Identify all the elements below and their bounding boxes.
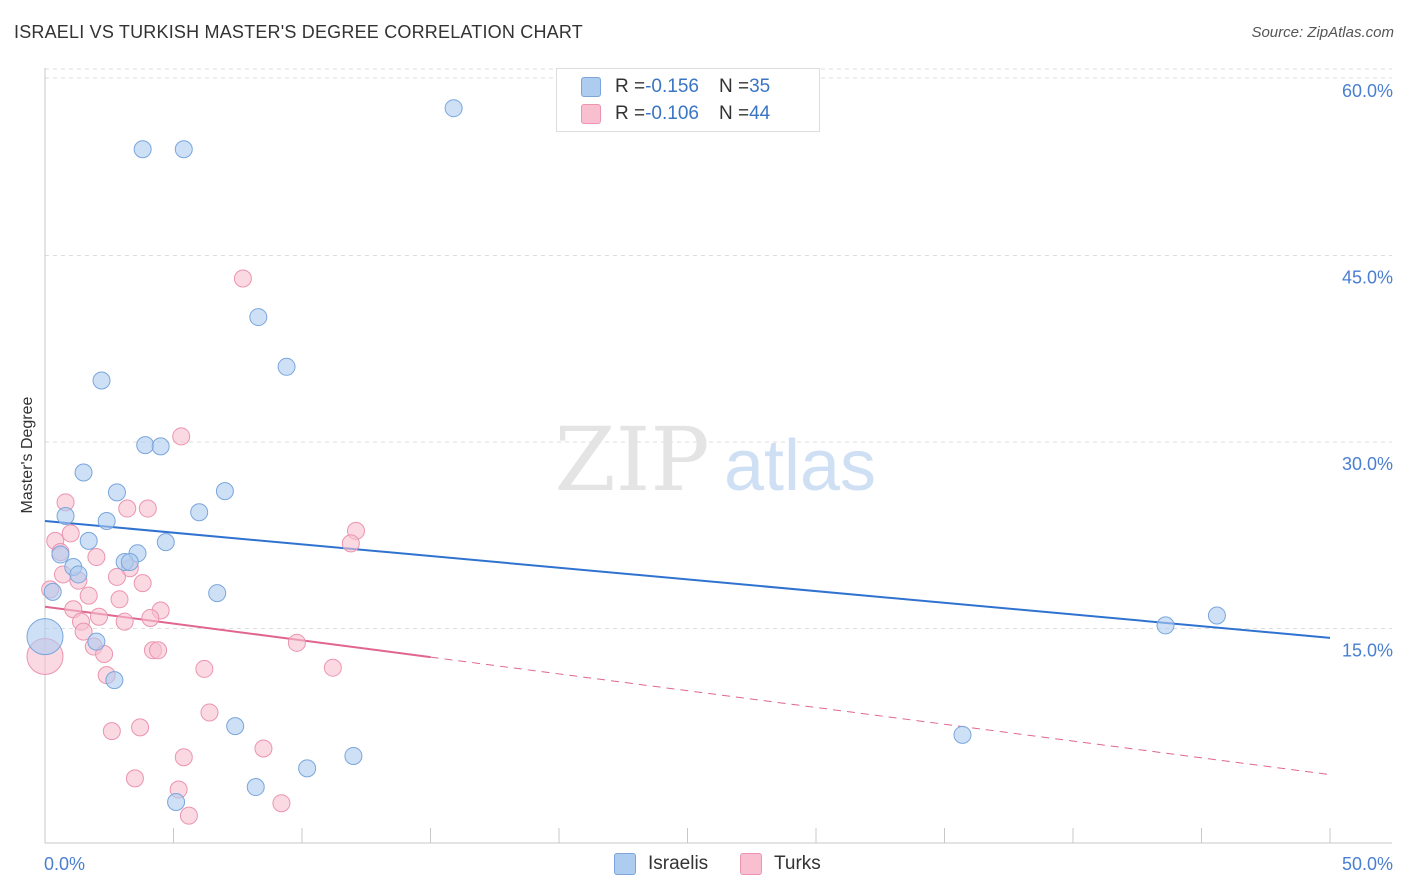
israelis-point [136, 436, 155, 455]
israelis-point [1207, 606, 1226, 625]
israelis-point [87, 632, 106, 651]
turks-point [341, 534, 360, 553]
israelis-point [226, 717, 245, 736]
israelis-point [208, 584, 227, 603]
israelis-point [120, 553, 139, 572]
legend-row-israelis: R = -0.156 N = 35 [581, 75, 770, 99]
turks-point [287, 633, 306, 652]
turks-point [79, 586, 98, 605]
israelis-point [190, 503, 209, 522]
israelis-point [97, 511, 116, 530]
israelis-legend-label: Israelis [648, 853, 709, 874]
legend-r-value: -0.156 [645, 76, 699, 97]
turks-swatch-icon [581, 104, 601, 124]
turks-point [107, 567, 126, 586]
turks-point [149, 641, 168, 660]
turks-trend-line [44, 605, 431, 659]
israelis-point [246, 778, 265, 797]
correlation-legend: R = -0.156 N = 35 R = -0.106 N = 44 [556, 68, 820, 132]
y-tick-label: 60.0% [1342, 81, 1393, 101]
israelis-point [74, 463, 93, 482]
y-tick-label: 15.0% [1342, 641, 1393, 661]
bottom-legend-israelis: Israelis [614, 852, 708, 876]
turks-legend-label: Turks [774, 853, 821, 874]
x-tick-label: 50.0% [1342, 854, 1393, 874]
israelis-point [953, 725, 972, 744]
legend-r-value: -0.106 [645, 103, 699, 124]
israelis-point [92, 371, 111, 390]
israelis-point [51, 545, 70, 564]
turks-point [323, 658, 342, 677]
israelis-point [249, 308, 268, 327]
legend-row-turks: R = -0.106 N = 44 [581, 102, 770, 126]
israelis-legend-icon [614, 853, 636, 875]
israelis-point [215, 482, 234, 501]
israelis-point [26, 618, 64, 656]
israelis-point [444, 99, 463, 118]
turks-point [272, 794, 291, 813]
israelis-point [167, 792, 186, 811]
turks-legend-icon [740, 853, 762, 875]
bottom-legend-turks: Turks [740, 852, 821, 876]
turks-point [133, 574, 152, 593]
israelis-swatch-icon [581, 77, 601, 97]
legend-n-label: N = [718, 76, 750, 97]
turks-point [254, 739, 273, 758]
israelis-point [79, 531, 98, 550]
turks-point [172, 427, 191, 446]
grid-layer [45, 68, 1392, 629]
y-axis-label: Master's Degree [19, 396, 36, 514]
israelis-point [105, 671, 124, 690]
legend-r-label: R = [615, 103, 646, 124]
israelis-point [56, 507, 75, 526]
turks-point [89, 607, 108, 626]
turks-point [233, 269, 252, 288]
turks-point [115, 612, 134, 631]
y-tick-label: 45.0% [1342, 268, 1393, 288]
legend-n-value: 44 [749, 103, 771, 124]
turks-point [125, 769, 144, 788]
points-layer [26, 99, 1226, 825]
chart-title: ISRAELI VS TURKISH MASTER'S DEGREE CORRE… [14, 22, 583, 42]
israelis-point [156, 533, 175, 552]
israelis-point [1156, 616, 1175, 635]
israelis-point [43, 582, 62, 601]
legend-r-label: R = [615, 76, 646, 97]
legend-n-value: 35 [749, 76, 771, 97]
turks-point [179, 806, 198, 825]
legend-n-label: N = [718, 103, 750, 124]
axis-layer [44, 68, 1392, 844]
israelis-point [298, 759, 317, 778]
turks-point [138, 499, 157, 518]
israelis-point [174, 140, 193, 159]
israelis-point [344, 746, 363, 765]
turks-trend-line-projected [430, 656, 1331, 776]
israelis-point [107, 483, 126, 502]
turks-point [110, 590, 129, 609]
israelis-point [133, 140, 152, 159]
turks-point [131, 718, 150, 737]
turks-point [61, 524, 80, 543]
israelis-point [277, 357, 296, 376]
turks-point [141, 608, 160, 627]
y-tick-label: 30.0% [1342, 454, 1393, 474]
watermark-zip: ZIP [554, 408, 709, 511]
labels-layer: 15.0% 30.0% 45.0% 60.0% 0.0% 50.0% [44, 81, 1393, 874]
turks-point [102, 722, 121, 741]
turks-point [118, 499, 137, 518]
turks-point [74, 622, 93, 641]
source-label: Source: ZipAtlas.com [1251, 24, 1394, 41]
turks-point [174, 748, 193, 767]
trend-layer [44, 519, 1331, 776]
watermark-atlas: atlas [724, 426, 876, 506]
x-tick-label: 0.0% [44, 854, 85, 874]
israelis-trend-line [44, 519, 1331, 639]
turks-point [200, 703, 219, 722]
watermark: ZIP atlas [554, 408, 876, 511]
israelis-point [151, 437, 170, 456]
israelis-point [69, 565, 88, 584]
turks-point [87, 548, 106, 567]
turks-point [195, 659, 214, 678]
